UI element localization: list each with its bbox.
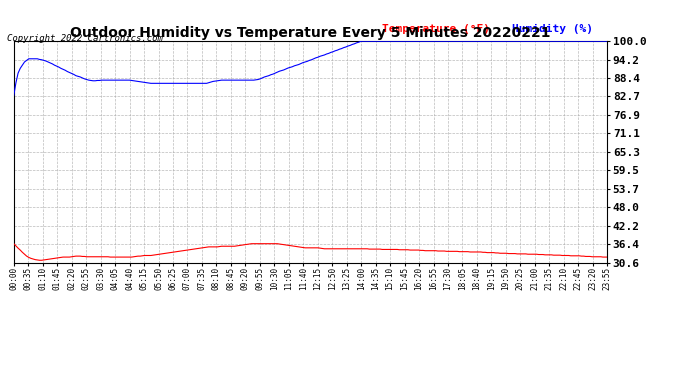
Title: Outdoor Humidity vs Temperature Every 5 Minutes 20220221: Outdoor Humidity vs Temperature Every 5 …: [70, 26, 551, 40]
Text: Humidity (%): Humidity (%): [512, 24, 593, 34]
Text: Copyright 2022 Cartronics.com: Copyright 2022 Cartronics.com: [7, 34, 163, 43]
Text: Temperature (°F): Temperature (°F): [382, 24, 490, 34]
